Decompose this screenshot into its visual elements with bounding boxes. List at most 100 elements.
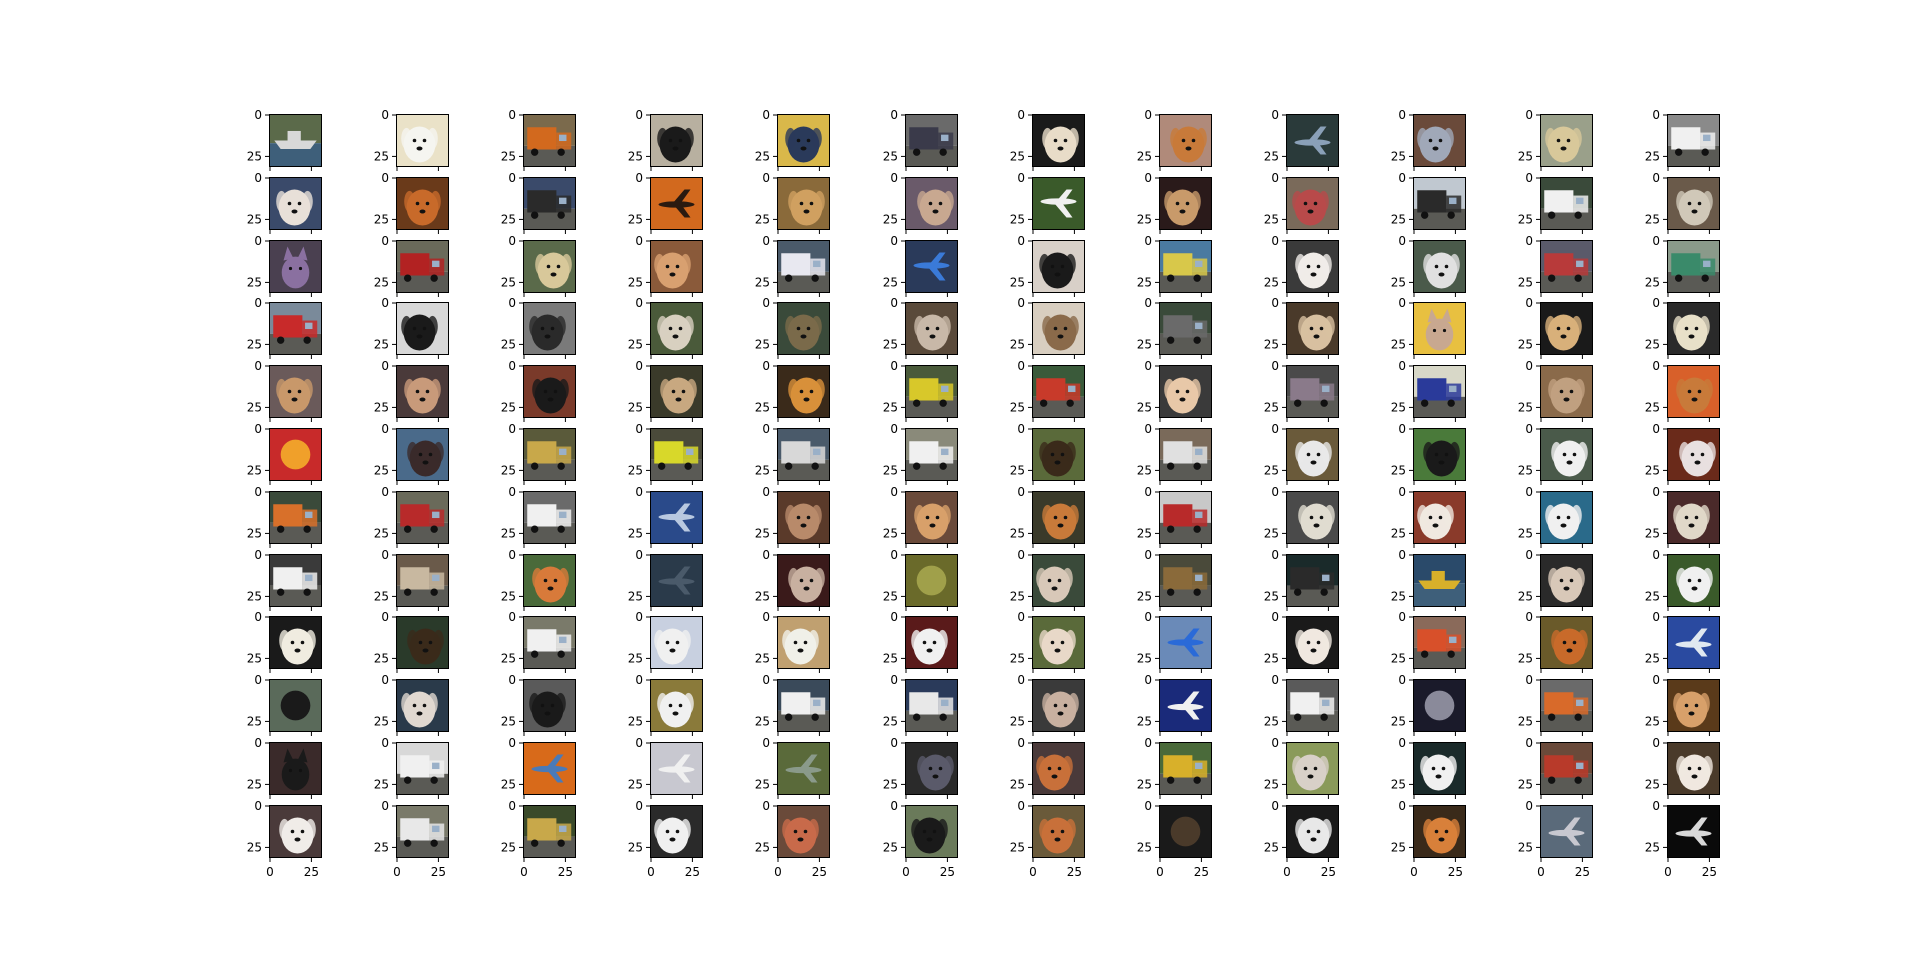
x-tick-label: 25 (304, 865, 319, 879)
y-tick-label: 25 (1264, 526, 1279, 540)
y-tick-label: 0 (890, 485, 898, 499)
thumbnail-subplot: 0 25 (501, 359, 576, 422)
axes-frame (650, 365, 703, 418)
y-tick-label: 0 (1144, 234, 1152, 248)
axes-frame (1667, 805, 1720, 858)
y-tick-label: 25 (1518, 651, 1533, 665)
thumbnail-image (905, 302, 958, 355)
axes-frame (905, 302, 958, 355)
thumbnail-image (396, 742, 449, 795)
axes-frame (1413, 302, 1466, 355)
thumbnail-image (905, 428, 958, 481)
thumbnail-image (1159, 679, 1212, 732)
thumbnail-subplot: 0 25 (1264, 108, 1339, 171)
axes-frame (523, 240, 576, 293)
thumbnail-image (523, 742, 576, 795)
thumbnail-image (905, 679, 958, 732)
y-tick-label: 25 (501, 777, 516, 791)
thumbnail-subplot: 0 25 (1137, 673, 1212, 736)
thumbnail-subplot: 0 25 (1518, 485, 1593, 548)
thumbnail-image (396, 114, 449, 167)
y-tick-label: 25 (628, 275, 643, 289)
thumbnail-subplot: 0 25 (628, 673, 703, 736)
thumbnail-subplot: 0 25 (374, 108, 449, 171)
thumbnail-image (1286, 114, 1339, 167)
thumbnail-subplot: 0 25 (1010, 548, 1085, 611)
y-tick-label: 25 (628, 337, 643, 351)
y-tick-label: 25 (628, 526, 643, 540)
y-tick-label: 0 (1652, 485, 1660, 499)
axes-frame (1032, 114, 1085, 167)
y-tick-label: 0 (254, 296, 262, 310)
thumbnail-subplot: 0 25 (501, 736, 576, 799)
y-tick-label: 0 (508, 422, 516, 436)
y-tick-label: 0 (1652, 359, 1660, 373)
thumbnail-image (650, 114, 703, 167)
thumbnail-subplot: 0 25 (1264, 422, 1339, 485)
thumbnail-image (1413, 554, 1466, 607)
axes-frame (1032, 616, 1085, 669)
thumbnail-image (523, 177, 576, 230)
thumbnail-image (650, 365, 703, 418)
axes-frame (905, 616, 958, 669)
thumbnail-image (396, 616, 449, 669)
axes-frame (523, 616, 576, 669)
y-tick-label: 25 (1518, 400, 1533, 414)
y-tick-label: 25 (501, 651, 516, 665)
axes-frame (1667, 679, 1720, 732)
thumbnail-image (1032, 365, 1085, 418)
y-tick-label: 25 (1645, 526, 1660, 540)
axes-frame (396, 679, 449, 732)
thumbnail-subplot: 0 25 (1645, 234, 1720, 297)
y-tick-label: 25 (1518, 840, 1533, 854)
y-tick-label: 0 (1144, 108, 1152, 122)
thumbnail-image (905, 742, 958, 795)
y-tick-label: 0 (890, 799, 898, 813)
thumbnail-subplot: 0 25 (883, 296, 958, 359)
thumbnail-image (1032, 679, 1085, 732)
y-tick-label: 25 (247, 149, 262, 163)
thumbnail-subplot: 0 25 0 25 (628, 799, 703, 879)
y-tick-label: 0 (1525, 485, 1533, 499)
y-tick-label: 25 (374, 400, 389, 414)
y-tick-label: 0 (1271, 673, 1279, 687)
axes-frame (1540, 365, 1593, 418)
thumbnail-subplot: 0 25 (1518, 296, 1593, 359)
thumbnail-image (650, 177, 703, 230)
y-tick-label: 0 (762, 108, 770, 122)
axes-frame (269, 554, 322, 607)
thumbnail-subplot: 0 25 (1645, 422, 1720, 485)
thumbnail-image (777, 365, 830, 418)
thumbnail-subplot: 0 25 (628, 108, 703, 171)
y-tick-label: 0 (381, 234, 389, 248)
y-tick-label: 25 (247, 777, 262, 791)
thumbnail-subplot: 0 25 0 25 (374, 799, 449, 879)
thumbnail-subplot: 0 25 (883, 736, 958, 799)
thumbnail-subplot: 0 25 (1391, 422, 1466, 485)
thumbnail-image (523, 428, 576, 481)
y-tick-label: 0 (381, 736, 389, 750)
axes-frame (905, 177, 958, 230)
thumbnail-subplot: 0 25 (1264, 673, 1339, 736)
axes-frame (650, 114, 703, 167)
thumbnail-image (1286, 428, 1339, 481)
y-tick-label: 25 (1137, 714, 1152, 728)
thumbnail-subplot: 0 25 (247, 548, 322, 611)
y-tick-label: 0 (1144, 799, 1152, 813)
y-tick-label: 25 (1264, 275, 1279, 289)
thumbnail-image (1540, 805, 1593, 858)
axes-frame (650, 428, 703, 481)
thumbnail-subplot: 0 25 (755, 108, 830, 171)
thumbnail-image (523, 616, 576, 669)
y-tick-label: 0 (890, 296, 898, 310)
y-tick-label: 0 (635, 234, 643, 248)
thumbnail-image (523, 805, 576, 858)
y-tick-label: 0 (254, 673, 262, 687)
thumbnail-subplot: 0 25 (1137, 548, 1212, 611)
y-tick-label: 0 (254, 359, 262, 373)
y-tick-label: 0 (635, 108, 643, 122)
x-tick-label: 0 (266, 865, 274, 879)
y-tick-label: 25 (1137, 275, 1152, 289)
y-tick-label: 25 (755, 275, 770, 289)
axes-frame (1032, 554, 1085, 607)
